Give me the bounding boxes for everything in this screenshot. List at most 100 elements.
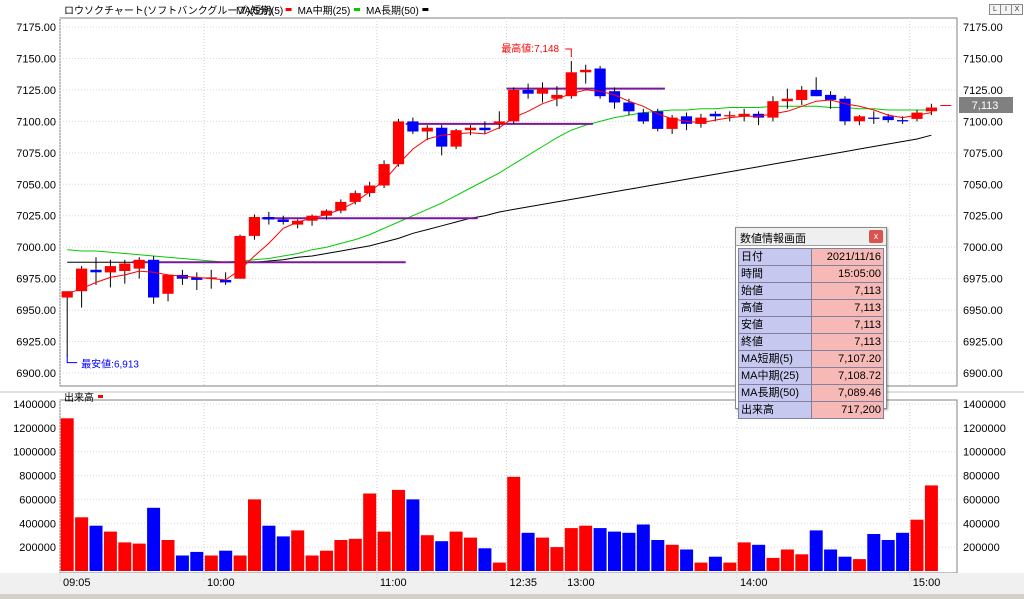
candle-body [565, 72, 577, 97]
candle-body [421, 127, 433, 132]
volume-bar [305, 555, 319, 571]
candle-body [119, 263, 131, 271]
info-panel-title: 数値情報画面 [740, 233, 806, 245]
info-panel-titlebar[interactable]: 数値情報画面 x [736, 228, 886, 246]
volume-bar [838, 556, 852, 571]
info-value: 7,113 [811, 282, 884, 300]
volume-bar [348, 538, 362, 571]
volume-bar [377, 531, 391, 571]
volume-bar [579, 525, 593, 571]
volume-bar [219, 550, 233, 571]
candle-body [911, 112, 923, 119]
candle-body [191, 277, 203, 280]
candle-body [450, 130, 462, 147]
annotation-high-pointer [565, 48, 572, 57]
volume-tick-left: 1400000 [13, 399, 56, 411]
candle-body [868, 117, 880, 119]
volume-bar [420, 535, 434, 571]
volume-bar [867, 534, 881, 571]
candle-body [652, 111, 664, 129]
candle-body [220, 279, 232, 283]
volume-bar [723, 562, 737, 571]
candle-body [479, 127, 491, 131]
volume-tick-left: 400000 [19, 518, 56, 530]
volume-bar [881, 540, 895, 571]
price-tick-right: 7075.00 [963, 148, 1003, 160]
volume-bar [248, 499, 261, 571]
volume-bar [204, 555, 218, 571]
candle-body [680, 116, 693, 124]
candle-body [551, 94, 563, 99]
info-row: 日付 2021/11/16 [738, 248, 884, 266]
info-row: MA短期(5) 7,107.20 [738, 350, 884, 368]
time-axis-background [0, 573, 1024, 594]
annotation-high: 最高値:7,148 [501, 42, 559, 55]
volume-bar [795, 554, 809, 571]
window-button-close[interactable]: X [1011, 4, 1023, 15]
candle-body [76, 268, 88, 292]
candle-body [752, 113, 765, 118]
legend-label-1: MA中期(25) [298, 4, 351, 17]
candle-body [796, 89, 808, 100]
info-row: 出来高 717,200 [738, 401, 884, 419]
price-tick-right: 7100.00 [963, 116, 1003, 128]
ma-short-line [67, 89, 932, 295]
volume-bar [161, 540, 175, 571]
volume-bar [708, 556, 722, 571]
volume-bar [449, 531, 463, 571]
candle-body [940, 105, 952, 106]
candle-body [508, 89, 520, 122]
info-row: MA中期(25) 7,108.72 [738, 367, 884, 385]
info-key: 終値 [738, 333, 812, 351]
info-value: 7,113 [811, 299, 884, 317]
time-tick-label: 14:00 [740, 577, 768, 589]
annotation-low: 最安値:6,913 [81, 358, 139, 371]
legend-swatch-0 [285, 8, 292, 11]
info-key: 出来高 [738, 401, 812, 419]
info-key: 日付 [738, 248, 812, 266]
volume-tick-right: 400000 [963, 518, 1000, 530]
info-value: 15:05:00 [811, 265, 884, 283]
price-tick-right: 6925.00 [963, 337, 1003, 349]
volume-bar [478, 548, 492, 571]
candle-body [839, 98, 851, 122]
candle-body [724, 115, 736, 117]
candle-body [392, 121, 405, 165]
volume-tick-left: 600000 [19, 494, 56, 506]
volume-bar [392, 489, 405, 571]
candle-body [349, 193, 361, 202]
candle-body [464, 127, 477, 131]
price-tick-left: 7125.00 [16, 85, 56, 97]
close-icon[interactable]: x [869, 230, 883, 243]
price-tick-left: 7000.00 [16, 242, 56, 254]
candle-body [882, 116, 894, 121]
info-panel[interactable]: 数値情報画面 x 日付 2021/11/16 時間 15:05:00 始値 7,113… [735, 227, 887, 419]
volume-bar [924, 485, 938, 571]
volume-bar [737, 542, 751, 571]
time-tick-label: 13:00 [567, 577, 595, 589]
volume-bar [752, 544, 766, 571]
volume-bar [118, 542, 132, 571]
candle-body [853, 116, 865, 122]
info-row: MA長期(50) 7,089.46 [738, 384, 884, 402]
volume-bar [852, 559, 866, 571]
info-value: 7,108.72 [811, 367, 884, 385]
candle-body [378, 164, 390, 186]
volume-bar [608, 531, 621, 571]
price-tick-left: 7050.00 [16, 179, 56, 191]
candle-body [263, 217, 275, 220]
price-tick-right: 6950.00 [963, 305, 1003, 317]
info-value: 7,113 [811, 316, 884, 334]
volume-bar [132, 543, 146, 571]
candle-body [292, 220, 304, 225]
candle-body [738, 113, 750, 117]
candle-body [90, 269, 102, 273]
info-row: 安値 7,113 [738, 316, 884, 334]
candle-body [335, 201, 347, 211]
candle-body [594, 68, 606, 97]
volume-tick-right: 1200000 [963, 423, 1006, 435]
candle-body [810, 89, 822, 97]
volume-bar [103, 531, 117, 571]
volume-bar [809, 530, 823, 571]
volume-bar [536, 537, 549, 571]
